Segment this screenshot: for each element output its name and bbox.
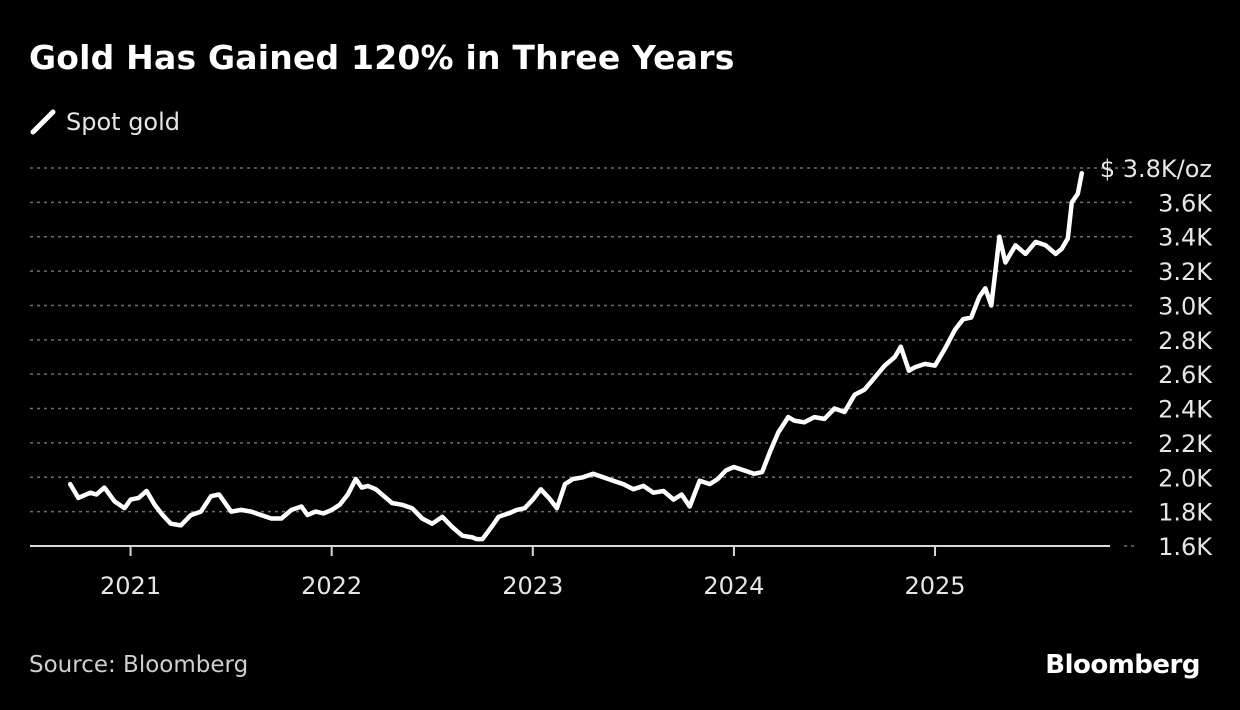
y-tick-label: 3.2K [1158, 258, 1213, 286]
y-tick-label: 2.2K [1158, 430, 1213, 458]
y-tick-label: 3.0K [1158, 292, 1213, 320]
y-tick-label: 2.6K [1158, 361, 1213, 389]
y-tick-label: 3.4K [1158, 224, 1213, 252]
chart-title: Gold Has Gained 120% in Three Years [29, 38, 735, 77]
series-line-spot-gold [67, 170, 1085, 542]
y-tick-label: 2.8K [1158, 327, 1213, 355]
y-tick-label: $ 3.8K/oz [1100, 155, 1212, 183]
y-tick-label: 2.4K [1158, 396, 1213, 424]
y-tick-label: 1.6K [1158, 533, 1213, 561]
legend-label-spot-gold: Spot gold [66, 108, 181, 136]
line-chart: 1.6K 1.8K 2.0K 2.2K 2.4K 2.6K 2.8K 3.0K 3.2K 3.4K… [30, 155, 1213, 600]
x-tick-label: 2023 [502, 572, 563, 600]
bloomberg-logo: Bloomberg [1045, 650, 1200, 680]
legend-swatch-spot-gold [30, 109, 56, 135]
y-tick-label: 3.6K [1158, 189, 1213, 217]
y-tick-label: 1.8K [1158, 499, 1213, 527]
legend: Spot gold [29, 108, 180, 136]
x-tick-label: 2022 [301, 572, 362, 600]
x-tick-label: 2025 [904, 572, 965, 600]
y-tick-label: 2.0K [1158, 464, 1213, 492]
x-tick-label: 2024 [703, 572, 764, 600]
source-note: Source: Bloomberg [29, 652, 249, 678]
x-tick-label: 2021 [100, 572, 161, 600]
